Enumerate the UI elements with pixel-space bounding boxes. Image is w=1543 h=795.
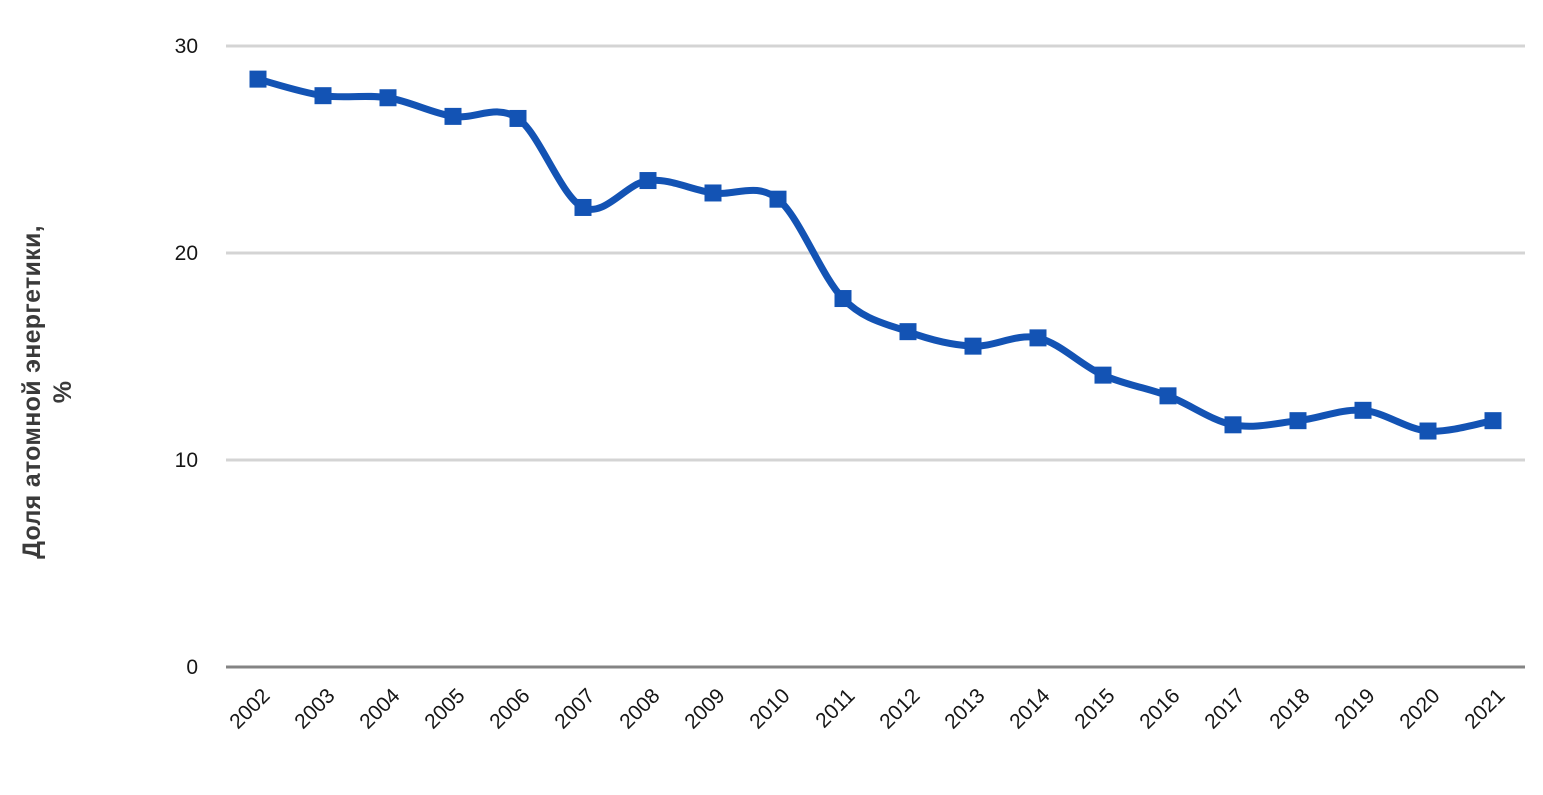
data-point-marker-2005 xyxy=(444,107,462,125)
x-tick-label-2019: 2019 xyxy=(1330,684,1379,733)
y-tick-label-0: 0 xyxy=(186,656,198,679)
x-tick-label-2013: 2013 xyxy=(940,684,989,733)
data-point-marker-2007 xyxy=(574,198,592,216)
x-tick-label-2015: 2015 xyxy=(1070,684,1119,733)
data-point-marker-2011 xyxy=(834,290,852,308)
series-line xyxy=(254,75,1497,435)
data-point-marker-2003 xyxy=(314,87,332,105)
x-tick-label-2016: 2016 xyxy=(1135,684,1184,733)
data-point-marker-2020 xyxy=(1419,422,1437,440)
x-tick-label-2017: 2017 xyxy=(1200,684,1249,733)
data-point-marker-2002 xyxy=(249,70,267,88)
y-tick-label-20: 20 xyxy=(175,242,198,265)
data-point-marker-2010 xyxy=(769,190,787,208)
x-tick-label-2018: 2018 xyxy=(1265,684,1314,733)
x-tick-label-2005: 2005 xyxy=(420,684,469,733)
data-point-marker-2009 xyxy=(704,184,722,202)
y-tick-label-10: 10 xyxy=(175,449,198,472)
y-tick-label-30: 30 xyxy=(175,35,198,58)
x-tick-label-2021: 2021 xyxy=(1460,684,1509,733)
data-point-marker-2004 xyxy=(379,89,397,107)
data-point-marker-2012 xyxy=(899,323,917,341)
x-tick-label-2012: 2012 xyxy=(875,684,924,733)
data-point-marker-2018 xyxy=(1289,412,1307,430)
data-point-marker-2015 xyxy=(1094,366,1112,384)
x-tick-label-2009: 2009 xyxy=(680,684,729,733)
data-point-marker-2019 xyxy=(1354,401,1372,419)
data-point-marker-2013 xyxy=(964,337,982,355)
x-tick-label-2011: 2011 xyxy=(811,684,859,732)
x-tick-label-2002: 2002 xyxy=(225,684,274,733)
data-point-marker-2006 xyxy=(509,109,527,127)
x-tick-label-2010: 2010 xyxy=(745,684,794,733)
x-tick-label-2003: 2003 xyxy=(290,684,339,733)
x-tick-label-2014: 2014 xyxy=(1005,684,1055,734)
data-point-marker-2017 xyxy=(1224,416,1242,434)
data-point-marker-2021 xyxy=(1484,412,1502,430)
x-tick-label-2006: 2006 xyxy=(485,684,534,733)
x-tick-label-2007: 2007 xyxy=(550,684,599,733)
x-tick-label-2020: 2020 xyxy=(1395,684,1444,733)
x-tick-label-2004: 2004 xyxy=(355,684,405,734)
data-point-marker-2016 xyxy=(1159,387,1177,405)
data-point-marker-2008 xyxy=(639,172,657,190)
x-tick-label-2008: 2008 xyxy=(615,684,664,733)
data-point-marker-2014 xyxy=(1029,329,1047,347)
